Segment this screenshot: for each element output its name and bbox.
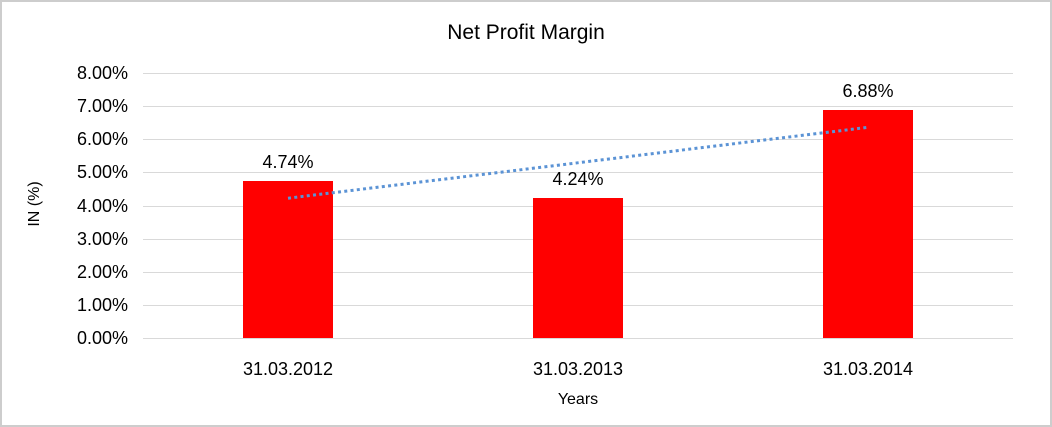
chart-title: Net Profit Margin: [447, 21, 605, 44]
x-category-label: 31.03.2014: [822, 359, 914, 379]
bar-data-label: 6.88%: [842, 81, 894, 102]
bar: [823, 110, 913, 338]
x-category-label: 31.03.2013: [532, 359, 624, 379]
gridline: [143, 338, 1013, 339]
gridline: [143, 73, 1013, 74]
y-tick-label: 7.00%: [76, 96, 128, 117]
y-tick-label: 3.00%: [76, 228, 128, 249]
y-tick-label: 4.00%: [76, 195, 128, 216]
bar-data-label: 4.24%: [552, 168, 604, 189]
bar: [243, 180, 333, 338]
bar: [533, 197, 623, 338]
x-axis-title: Years: [557, 391, 599, 408]
y-tick-label: 0.00%: [76, 328, 128, 348]
y-tick-label: 6.00%: [76, 129, 128, 150]
gridline: [143, 106, 1013, 108]
bar-data-label: 4.74%: [262, 151, 314, 172]
y-tick-label: 1.00%: [76, 294, 128, 315]
x-category-label: 31.03.2012: [242, 359, 334, 379]
y-tick-label: 8.00%: [76, 63, 128, 83]
y-tick-label: 2.00%: [76, 261, 128, 282]
plot-area: [143, 73, 1013, 339]
y-tick-label: 5.00%: [76, 162, 128, 183]
